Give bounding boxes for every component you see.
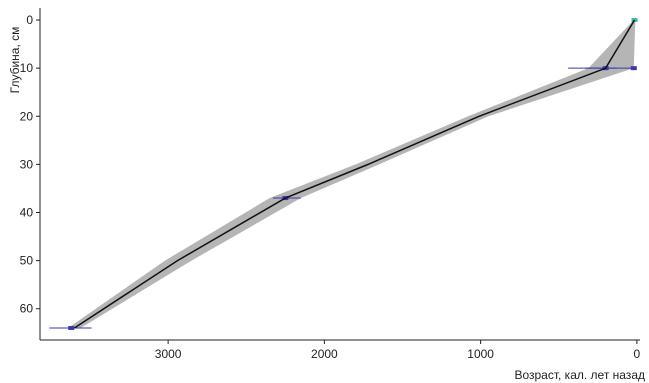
y-tick-label-50: 50 (20, 254, 34, 268)
x-tick-label-0: 0 (634, 347, 641, 361)
ticks-layer: 0 10 20 30 40 50 60 3000 2000 1000 0 (20, 13, 641, 361)
x-tick-label-1000: 1000 (467, 347, 494, 361)
x-axis-title: Возраст, кал. лет назад (514, 368, 645, 382)
x-tick-label-2000: 2000 (311, 347, 338, 361)
y-tick-label-0: 0 (26, 13, 33, 27)
y-tick-label-30: 30 (20, 157, 34, 171)
x-tick-label-3000: 3000 (155, 347, 182, 361)
date-marker-4 (68, 325, 75, 330)
median-line-layer (73, 19, 636, 329)
y-tick-label-60: 60 (20, 302, 34, 316)
y-tick-label-10: 10 (20, 61, 34, 75)
axes-layer (39, 8, 640, 341)
y-tick-label-40: 40 (20, 205, 34, 219)
y-axis-title: Глубина, см (8, 27, 22, 94)
confidence-band (68, 20, 636, 328)
date-marker-1 (630, 66, 637, 71)
y-tick-label-20: 20 (20, 109, 34, 123)
median-age-line (73, 19, 636, 329)
confidence-band-layer (68, 20, 636, 328)
